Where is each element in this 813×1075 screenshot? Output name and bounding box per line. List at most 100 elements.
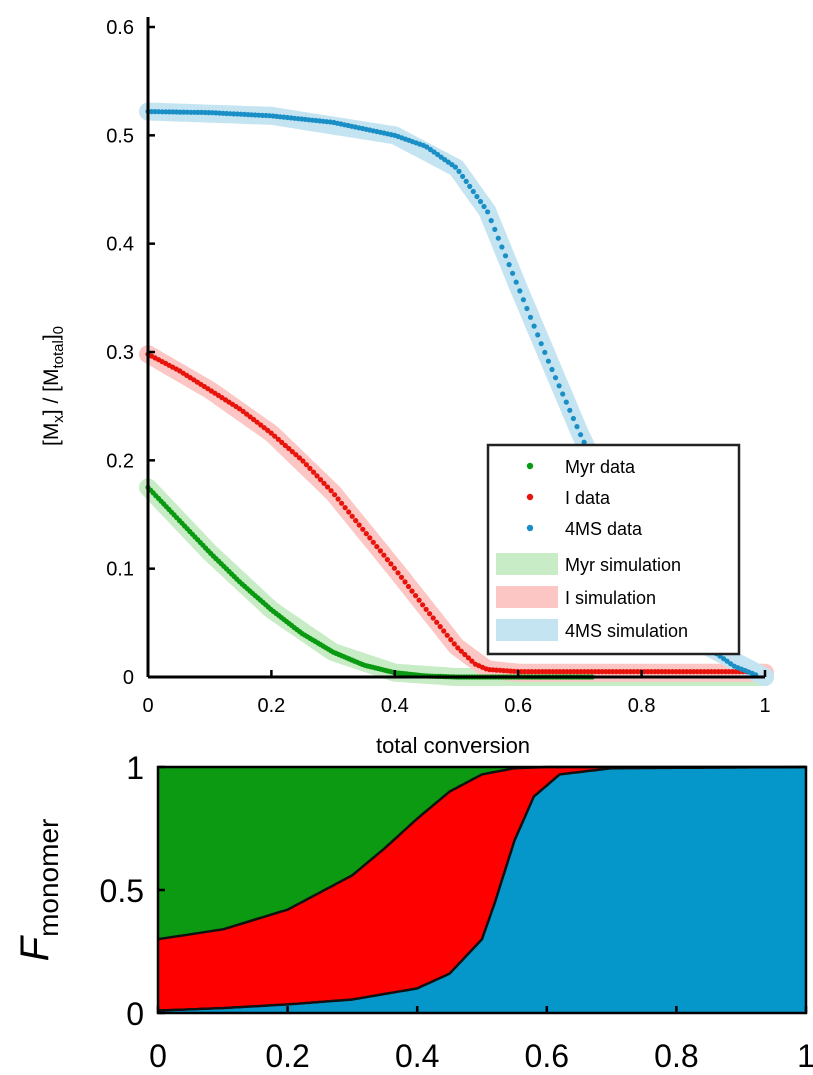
data-point: [251, 416, 257, 423]
data-point: [166, 109, 172, 115]
data-point: [282, 442, 288, 449]
legend-swatch-myr-simulation: [496, 553, 558, 575]
data-point: [321, 480, 327, 486]
data-point: [444, 632, 450, 638]
data-point: [268, 430, 274, 436]
data-point: [374, 544, 380, 550]
data-point: [485, 209, 491, 215]
x-tick-label: 0.2: [265, 1038, 309, 1074]
data-point: [402, 579, 408, 585]
data-point: [462, 651, 468, 658]
legend-entry: Myr simulation: [496, 553, 681, 575]
y-tick-label: 0.2: [106, 450, 134, 472]
legend-label: Myr data: [565, 457, 636, 477]
data-point: [346, 509, 352, 515]
legend-label: I data: [565, 488, 611, 508]
data-point: [684, 669, 690, 675]
data-point: [430, 615, 436, 621]
data-point: [648, 669, 655, 675]
data-point: [538, 341, 544, 347]
data-point: [527, 314, 534, 320]
data-point: [574, 424, 580, 430]
y-tick-label: 0.6: [106, 17, 134, 39]
x-tick-label: 0.6: [525, 1038, 569, 1074]
legend-entry: I data: [526, 488, 611, 508]
legend-label: 4MS data: [565, 519, 643, 539]
data-point: [314, 473, 320, 479]
data-point: [279, 439, 285, 445]
stacked-area-layer: [158, 767, 806, 1013]
top-axes: [146, 17, 767, 679]
legend-swatch-4ms-simulation: [496, 619, 558, 641]
data-point: [377, 548, 383, 554]
y-tick-label: 1: [126, 750, 144, 786]
data-point: [367, 535, 373, 541]
y-tick-label: 0: [123, 667, 134, 689]
data-point: [286, 445, 292, 452]
data-point: [513, 279, 519, 285]
top-x-axis-label: total conversion: [376, 733, 530, 758]
x-tick-label: 0.8: [628, 695, 656, 717]
y-tick-label: 0.1: [106, 559, 134, 581]
data-point: [542, 349, 548, 355]
y-tick-label: 0.3: [106, 342, 134, 364]
data-point: [481, 203, 487, 210]
data-point: [437, 624, 443, 630]
data-point: [492, 226, 498, 232]
bottom-chart: 00.51 0 0.2 0.4 0.6 0.8 1 Fmonomer: [13, 750, 813, 1074]
data-point: [477, 198, 484, 205]
legend-entry: Myr data: [526, 457, 636, 477]
data-point: [546, 669, 552, 675]
data-point: [467, 183, 473, 189]
data-point: [529, 669, 535, 675]
data-point: [335, 496, 341, 502]
legend-swatch-4ms-data: [526, 524, 534, 532]
data-point: [560, 391, 566, 397]
x-tick-label: 0.6: [504, 695, 532, 717]
data-point: [474, 193, 480, 200]
data-point: [247, 414, 253, 420]
data-point: [578, 432, 584, 438]
data-point: [310, 469, 317, 475]
data-point: [465, 655, 471, 661]
data-point: [448, 637, 454, 643]
legend-swatch-i-data: [526, 493, 534, 501]
x-tick-label: 1: [797, 1038, 813, 1074]
bottom-y-tick-labels: 00.51: [100, 750, 144, 1032]
data-point: [556, 383, 562, 389]
data-point: [240, 408, 246, 414]
data-point: [563, 399, 569, 405]
top-y-tick-labels: 0 0.1 0.2 0.3 0.4 0.5 0.6: [106, 17, 134, 689]
data-point: [441, 628, 447, 634]
legend-label: I simulation: [565, 588, 656, 608]
y-tick-label: 0: [126, 996, 144, 1032]
data-point: [488, 218, 494, 224]
data-point: [254, 419, 260, 425]
x-tick-label: 0.4: [381, 695, 409, 717]
legend-label: 4MS simulation: [565, 621, 688, 641]
y-tick-label: 0.4: [106, 234, 134, 256]
data-point: [349, 513, 355, 519]
legend-swatch-i-simulation: [496, 586, 558, 608]
data-point: [324, 484, 331, 490]
data-point: [509, 270, 516, 276]
data-point: [427, 611, 433, 617]
data-point: [535, 332, 541, 338]
data-point: [564, 669, 570, 675]
data-point: [236, 406, 243, 412]
data-point: [502, 253, 509, 259]
data-point: [328, 488, 334, 494]
data-point: [452, 164, 458, 170]
data-point: [520, 297, 527, 303]
data-point: [460, 173, 466, 179]
legend-entry: 4MS data: [526, 519, 643, 539]
data-point: [317, 477, 324, 483]
bottom-x-tick-labels: 0 0.2 0.4 0.6 0.8 1: [149, 1038, 813, 1074]
data-point: [272, 433, 278, 439]
data-point: [293, 452, 299, 458]
legend-label: Myr simulation: [565, 555, 681, 575]
data-point: [549, 366, 555, 373]
data-point: [195, 109, 201, 115]
data-point: [499, 244, 505, 250]
